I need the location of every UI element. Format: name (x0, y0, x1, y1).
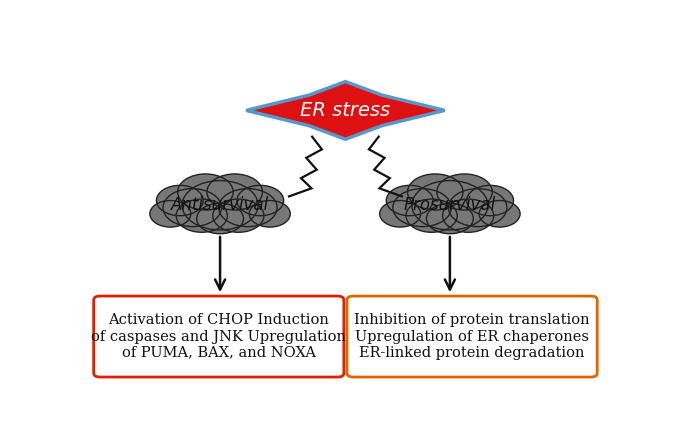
FancyBboxPatch shape (347, 296, 597, 377)
FancyBboxPatch shape (94, 296, 344, 377)
Circle shape (213, 199, 264, 232)
Text: Antisurvival: Antisurvival (171, 196, 269, 214)
Text: Prosurvival: Prosurvival (404, 196, 496, 214)
Circle shape (176, 199, 227, 232)
Circle shape (427, 203, 473, 234)
Circle shape (150, 201, 191, 227)
Circle shape (448, 189, 507, 227)
Circle shape (479, 201, 520, 227)
Circle shape (237, 185, 284, 216)
Circle shape (156, 185, 204, 216)
Text: ER stress: ER stress (301, 101, 390, 120)
Circle shape (393, 189, 452, 227)
Circle shape (207, 174, 262, 210)
Circle shape (408, 174, 463, 210)
Circle shape (249, 201, 290, 227)
Circle shape (437, 174, 492, 210)
Circle shape (386, 185, 433, 216)
Text: Activation of CHOP Induction
of caspases and JNK Upregulation
of PUMA, BAX, and : Activation of CHOP Induction of caspases… (91, 313, 346, 360)
Circle shape (443, 199, 494, 232)
Circle shape (178, 174, 233, 210)
Circle shape (466, 185, 514, 216)
Circle shape (406, 199, 457, 232)
Circle shape (163, 189, 222, 227)
Circle shape (197, 203, 243, 234)
Circle shape (218, 189, 277, 227)
Circle shape (412, 180, 488, 230)
Circle shape (379, 201, 421, 227)
Polygon shape (246, 81, 445, 139)
Text: Inhibition of protein translation
Upregulation of ER chaperones
ER-linked protei: Inhibition of protein translation Upregu… (355, 313, 590, 360)
Circle shape (182, 180, 258, 230)
